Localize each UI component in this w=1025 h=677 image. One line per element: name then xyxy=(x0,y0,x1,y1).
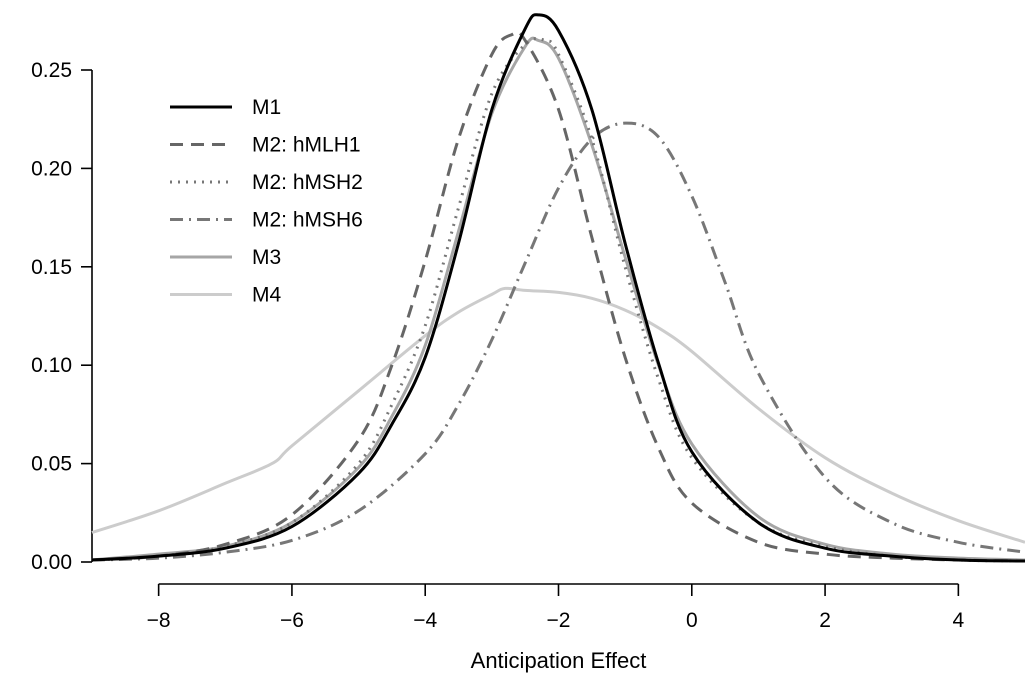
plot-area xyxy=(91,13,1025,563)
series-line-m1 xyxy=(91,13,1025,563)
legend-label: M4 xyxy=(252,284,281,307)
legend-label: M3 xyxy=(252,246,281,269)
legend: M1 M2: hMLH1 M2: hMSH2 M2: hMSH6 M3 M4 xyxy=(170,96,363,307)
x-tick-label: 2 xyxy=(819,609,831,632)
x-tick-label: −6 xyxy=(280,609,304,632)
y-tick-label: 0.20 xyxy=(31,157,72,180)
legend-label: M2: hMSH6 xyxy=(252,209,363,232)
x-axis-title: Anticipation Effect xyxy=(471,648,647,673)
legend-label: M2: hMLH1 xyxy=(252,134,361,157)
series-line-m4 xyxy=(91,286,1025,544)
x-tick-label: 0 xyxy=(686,609,698,632)
legend-label: M1 xyxy=(252,96,281,119)
y-tick-label: 0.25 xyxy=(31,59,72,82)
y-tick-label: 0.00 xyxy=(31,551,72,574)
series-line-m2-hmlh1 xyxy=(91,30,1025,563)
x-tick-label: −2 xyxy=(547,609,571,632)
y-tick-label: 0.05 xyxy=(31,453,72,476)
y-tick-label: 0.10 xyxy=(31,354,72,377)
x-tick-label: −4 xyxy=(413,609,437,632)
series-line-m3 xyxy=(91,36,1025,562)
y-axis: 0.00 0.05 0.10 0.15 0.20 0.25 xyxy=(31,59,93,574)
y-tick-label: 0.15 xyxy=(31,256,72,279)
x-tick-label: 4 xyxy=(953,609,965,632)
series-line-m2-hmsh6 xyxy=(91,121,1025,562)
series-line-m2-hmsh2 xyxy=(91,37,1025,563)
x-axis: −8 −6 −4 −2 0 2 4 xyxy=(147,583,965,632)
x-tick-label: −8 xyxy=(147,609,171,632)
legend-label: M2: hMSH2 xyxy=(252,171,363,194)
